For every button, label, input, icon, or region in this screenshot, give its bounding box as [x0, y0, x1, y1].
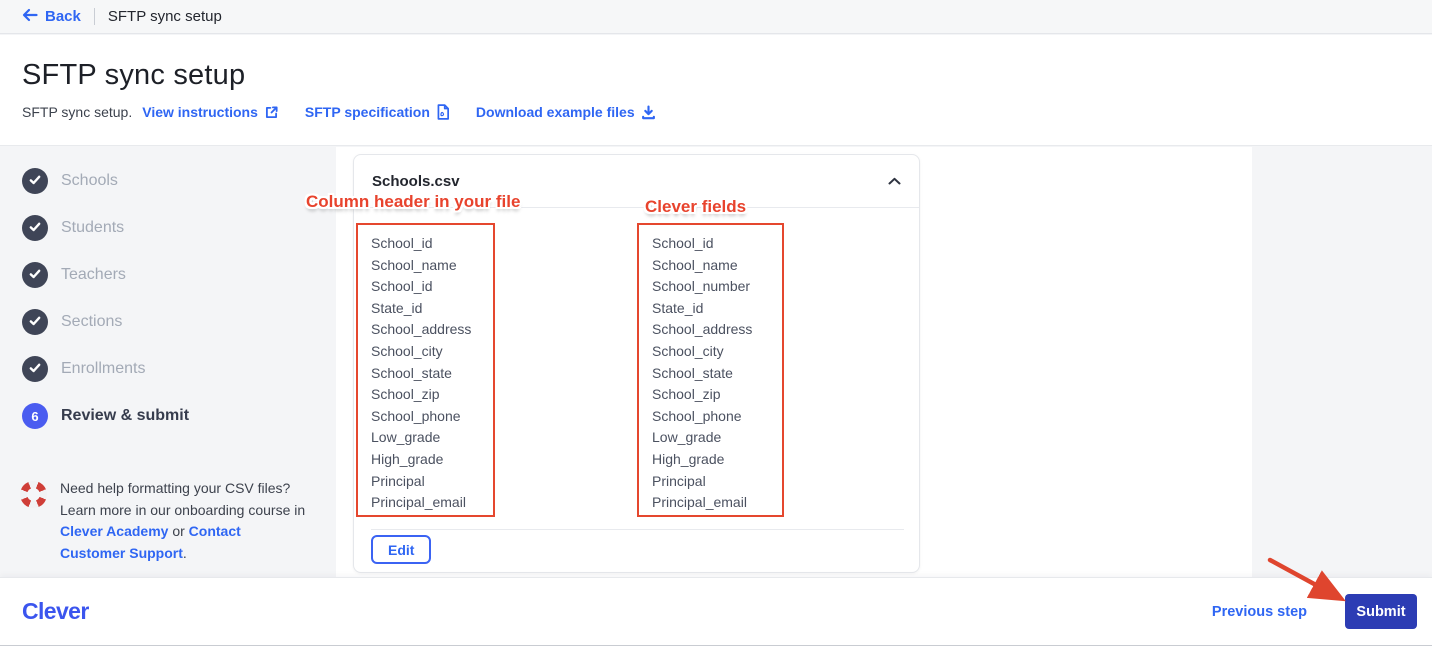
- step-status-circle: [22, 309, 48, 335]
- contact-support-link[interactable]: Contact Customer Support: [60, 523, 241, 561]
- back-label: Back: [45, 8, 81, 25]
- steps-list: Schools Students: [0, 147, 336, 429]
- file-column-item: Principal_email: [371, 494, 466, 511]
- file-column-item: School_state: [371, 364, 452, 381]
- clever-field-item: School_zip: [652, 386, 721, 403]
- file-column-item: High_grade: [371, 450, 444, 467]
- file-column-item: School_id: [371, 278, 433, 295]
- edit-button[interactable]: Edit: [371, 535, 432, 564]
- check-icon: [29, 360, 41, 378]
- clever-field-item: School_city: [652, 342, 724, 359]
- step-status-circle: [22, 215, 48, 241]
- clever-academy-link[interactable]: Clever Academy: [60, 523, 169, 539]
- file-column-item: School_id: [371, 235, 433, 251]
- clever-field-item: State_id: [652, 299, 704, 316]
- step-status-circle: [22, 356, 48, 382]
- step-sidebar: Schools Students: [0, 147, 336, 577]
- view-instructions-link[interactable]: View instructions: [142, 104, 279, 120]
- footer-bar: Clever Previous step Submit: [0, 577, 1432, 645]
- sftp-specification-link[interactable]: SFTP specification: [305, 104, 450, 120]
- file-column-item: Low_grade: [371, 429, 441, 446]
- sidebar-step[interactable]: 6 Review & submit: [22, 403, 336, 429]
- clever-logo: Clever: [22, 598, 89, 624]
- submit-button[interactable]: Submit: [1345, 594, 1417, 629]
- clever-fields-box: School_id School_name School_number Stat…: [637, 223, 784, 517]
- annotation-column-header-label: Column header in your file: [306, 192, 521, 211]
- step-number: 6: [31, 408, 39, 424]
- help-box: Need help formatting your CSV files? Lea…: [15, 476, 310, 564]
- breadcrumb-title: SFTP sync setup: [107, 8, 222, 25]
- page-header: SFTP sync setup SFTP sync setup. View in…: [0, 35, 1432, 146]
- download-icon: [641, 105, 656, 120]
- file-column-item: School_name: [371, 256, 457, 273]
- sidebar-step[interactable]: Enrollments: [22, 356, 336, 382]
- divider: [93, 8, 95, 25]
- page-title: SFTP sync setup: [22, 59, 246, 91]
- clever-field-item: School_address: [652, 321, 753, 338]
- arrow-left-icon: [22, 8, 38, 26]
- clever-field-item: High_grade: [652, 450, 725, 467]
- step-label: Students: [61, 219, 125, 236]
- step-status-circle: [22, 168, 48, 194]
- clever-field-item: Principal_email: [652, 494, 747, 511]
- help-text: Need help formatting your CSV files? Lea…: [60, 480, 306, 561]
- lifebuoy-icon: [15, 476, 52, 513]
- chevron-up-icon: [888, 172, 901, 190]
- file-column-item: School_address: [371, 321, 472, 338]
- clever-field-item: Principal: [652, 472, 706, 489]
- step-status-circle: 6: [22, 403, 48, 429]
- sidebar-step[interactable]: Sections: [22, 309, 336, 335]
- step-label: Review & submit: [61, 407, 190, 424]
- sidebar-step[interactable]: Students: [22, 215, 336, 241]
- check-icon: [29, 219, 41, 237]
- clever-field-item: School_number: [652, 278, 751, 295]
- clever-field-item: School_name: [652, 256, 738, 273]
- check-icon: [29, 172, 41, 190]
- step-label: Teachers: [61, 266, 126, 283]
- top-bar: Back SFTP sync setup: [0, 0, 1432, 34]
- step-status-circle: [22, 262, 48, 288]
- page-subtitle: SFTP sync setup.: [22, 104, 133, 120]
- pdf-icon: [436, 104, 450, 120]
- file-column-item: State_id: [371, 299, 423, 316]
- divider: [371, 529, 904, 530]
- collapse-card-button[interactable]: [888, 172, 901, 190]
- file-column-item: School_phone: [371, 407, 461, 424]
- check-icon: [29, 266, 41, 284]
- step-label: Schools: [61, 172, 118, 189]
- card-title: Schools.csv: [372, 172, 460, 190]
- file-columns-box: School_id School_name School_id State_id…: [356, 223, 495, 517]
- clever-field-item: Low_grade: [652, 429, 722, 446]
- download-example-files-link[interactable]: Download example files: [476, 104, 656, 120]
- step-label: Sections: [61, 313, 123, 330]
- annotation-clever-fields-label: Clever fields: [645, 197, 747, 216]
- external-link-icon: [264, 105, 279, 120]
- card-header: Schools.csv: [354, 155, 919, 208]
- file-column-item: Principal: [371, 472, 425, 489]
- step-label: Enrollments: [61, 360, 146, 377]
- check-icon: [29, 313, 41, 331]
- sidebar-step[interactable]: Teachers: [22, 262, 336, 288]
- clever-field-item: School_id: [652, 235, 714, 251]
- sidebar-step[interactable]: Schools: [22, 168, 336, 194]
- previous-step-button[interactable]: Previous step: [1211, 603, 1307, 620]
- back-button[interactable]: Back: [22, 8, 81, 26]
- schools-csv-card: Schools.csv School_id School_name School…: [353, 154, 920, 573]
- clever-field-item: School_state: [652, 364, 733, 381]
- file-column-item: School_zip: [371, 386, 440, 403]
- clever-field-item: School_phone: [652, 407, 742, 424]
- file-column-item: School_city: [371, 342, 443, 359]
